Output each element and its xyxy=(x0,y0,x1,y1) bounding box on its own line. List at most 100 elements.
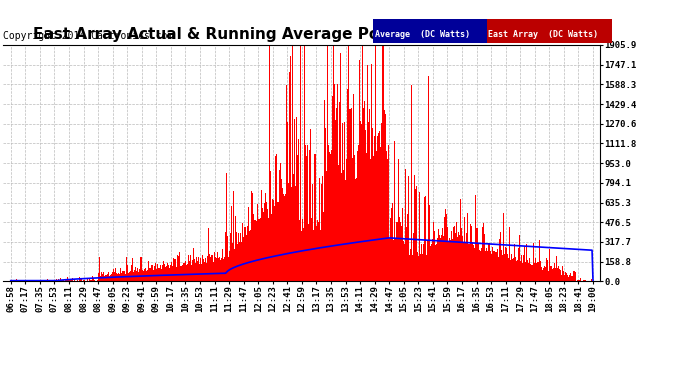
Bar xyxy=(122,272,123,281)
Bar xyxy=(196,256,197,281)
Bar xyxy=(168,265,169,281)
Bar xyxy=(315,183,317,281)
Bar xyxy=(481,248,482,281)
Bar xyxy=(571,276,572,281)
Bar xyxy=(522,255,524,281)
Bar xyxy=(162,265,163,281)
Bar xyxy=(518,248,519,281)
Bar xyxy=(10,280,11,281)
Bar xyxy=(307,145,308,281)
Bar xyxy=(465,243,466,281)
Bar xyxy=(57,280,58,281)
Bar xyxy=(538,262,539,281)
Bar xyxy=(167,263,168,281)
Bar xyxy=(96,280,97,281)
Bar xyxy=(402,208,403,281)
Bar xyxy=(435,245,436,281)
Bar xyxy=(477,228,478,281)
Bar xyxy=(197,261,198,281)
Bar xyxy=(509,226,510,281)
Bar xyxy=(351,108,353,281)
Bar xyxy=(326,171,327,281)
Bar xyxy=(291,187,292,281)
Bar xyxy=(223,259,224,281)
Bar xyxy=(335,120,336,281)
Bar xyxy=(424,196,425,281)
Bar xyxy=(72,278,73,281)
Bar xyxy=(337,84,338,281)
Bar xyxy=(569,275,570,281)
Bar xyxy=(496,252,497,281)
Bar xyxy=(491,254,493,281)
Bar xyxy=(463,243,464,281)
Bar xyxy=(139,265,141,281)
Bar xyxy=(394,141,395,281)
Bar xyxy=(428,76,429,281)
Bar xyxy=(353,94,355,281)
Bar xyxy=(262,208,263,281)
Bar xyxy=(543,268,544,281)
Bar xyxy=(355,179,356,281)
Bar xyxy=(412,255,413,281)
Bar xyxy=(274,206,275,281)
Bar xyxy=(30,280,32,281)
Bar xyxy=(185,261,186,281)
Bar xyxy=(83,280,84,281)
Bar xyxy=(413,175,415,281)
Bar xyxy=(504,254,505,281)
Bar xyxy=(226,173,227,281)
Bar xyxy=(389,238,391,281)
Bar xyxy=(388,145,389,281)
Bar xyxy=(393,240,394,281)
Bar xyxy=(163,261,164,281)
Bar xyxy=(199,264,200,281)
Bar xyxy=(557,268,558,281)
Bar xyxy=(275,154,277,281)
Bar xyxy=(367,65,368,281)
Bar xyxy=(128,273,129,281)
Bar xyxy=(272,199,273,281)
Bar xyxy=(488,252,489,281)
Bar xyxy=(81,279,82,281)
Bar xyxy=(531,265,532,281)
Bar xyxy=(137,272,139,281)
Bar xyxy=(279,183,281,281)
Bar xyxy=(294,119,295,281)
Bar xyxy=(230,232,231,281)
Bar xyxy=(519,235,520,281)
Bar xyxy=(469,244,470,281)
Bar xyxy=(541,267,542,281)
Bar xyxy=(221,258,222,281)
Bar xyxy=(460,199,462,281)
Bar xyxy=(257,204,258,281)
Bar xyxy=(387,159,388,281)
Bar xyxy=(501,250,502,281)
Bar xyxy=(261,190,262,281)
Bar xyxy=(471,226,472,281)
Bar xyxy=(552,269,553,281)
Bar xyxy=(566,273,567,281)
Bar xyxy=(482,227,483,281)
Bar xyxy=(32,280,34,281)
Bar xyxy=(92,276,93,281)
Bar xyxy=(474,248,475,281)
Bar xyxy=(77,280,78,281)
Bar xyxy=(577,280,578,281)
Bar xyxy=(220,260,221,281)
Bar xyxy=(549,249,550,281)
Bar xyxy=(406,227,407,281)
Bar xyxy=(16,279,17,281)
Bar xyxy=(186,265,187,281)
Bar xyxy=(288,183,289,281)
Bar xyxy=(293,174,294,281)
Bar xyxy=(193,248,194,281)
Bar xyxy=(512,259,513,281)
Bar xyxy=(442,228,443,281)
Bar xyxy=(25,280,26,281)
Bar xyxy=(131,264,132,281)
Bar xyxy=(494,251,495,281)
Bar xyxy=(466,233,467,281)
Bar xyxy=(375,45,376,281)
Bar xyxy=(544,266,545,281)
Bar xyxy=(306,156,307,281)
